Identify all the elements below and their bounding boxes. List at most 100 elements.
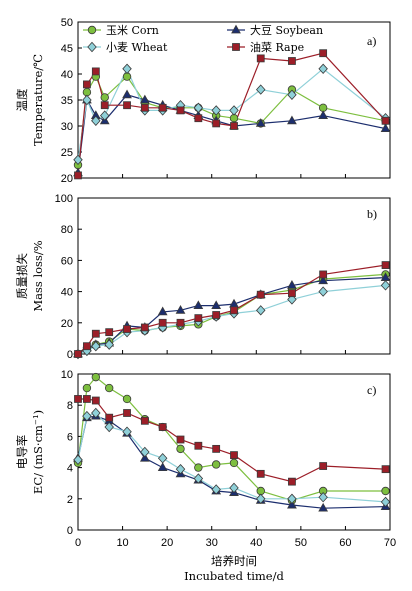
y-label-en: Temperature/℃ xyxy=(31,54,45,146)
data-point-wheat xyxy=(287,294,297,305)
data-point-rape xyxy=(123,409,131,417)
data-point-rape xyxy=(140,103,149,112)
x-label-cn: 培养时间 xyxy=(211,554,257,568)
data-point-rape xyxy=(230,306,238,315)
y-tick-label: 40 xyxy=(61,287,73,299)
data-point-rape xyxy=(381,261,390,269)
y-tick-label: 20 xyxy=(61,173,73,185)
y-tick-label: 10 xyxy=(61,369,73,381)
data-point-rape xyxy=(158,423,167,431)
legend-marker-corn xyxy=(87,25,97,35)
data-point-wheat xyxy=(157,453,168,464)
data-point-soybean xyxy=(287,115,297,125)
data-point-soybean xyxy=(255,118,266,127)
data-point-wheat xyxy=(91,341,101,352)
y-ticks: 0 2 4 6 8 10 xyxy=(61,369,391,537)
panel-tag-a: a) xyxy=(367,34,376,48)
data-point-wheat xyxy=(104,421,114,433)
data-point-soybean xyxy=(318,110,329,119)
x-tick-label: 20 xyxy=(161,537,173,549)
panel-tag-c: c) xyxy=(367,383,376,397)
data-point-wheat xyxy=(140,446,150,458)
data-point-wheat xyxy=(73,154,83,165)
data-point-rape xyxy=(288,289,296,298)
plot-frame xyxy=(77,197,391,355)
y-ticks: 0 20 40 60 80 100 xyxy=(55,193,391,361)
y-tick-label: 20 xyxy=(61,318,73,330)
data-point-rape xyxy=(91,396,100,405)
legend-label-rape: 油菜 Rape xyxy=(250,40,304,54)
data-point-soybean xyxy=(139,94,150,104)
data-point-rape xyxy=(158,318,167,327)
legend-label-soybean: 大豆 Soybean xyxy=(250,23,323,37)
x-label-en: Incubated time/d xyxy=(184,569,284,583)
y-tick-label: 100 xyxy=(55,193,73,205)
data-point-rape xyxy=(83,395,91,403)
data-point-corn xyxy=(211,460,221,469)
legend-marker-wheat xyxy=(87,41,97,53)
panel-temperature: 20 25 30 35 40 45 50 a) 温度 Temperature/℃ 玉米 Co… xyxy=(15,17,391,185)
data-point-rape xyxy=(176,106,185,115)
data-point-corn xyxy=(100,93,109,102)
panel-mass-loss: 0 20 40 60 80 100 b) 质量损失 Mass loss/% xyxy=(15,193,391,361)
y-tick-label: 60 xyxy=(61,255,73,267)
data-point-rape xyxy=(74,171,82,180)
panel-ec: 0 2 4 6 8 10 c) 电导率 EC/ (mS·cm⁻¹) xyxy=(15,369,391,537)
x-tick-label: 70 xyxy=(384,537,396,549)
data-point-rape xyxy=(123,101,131,110)
y-tick-label: 50 xyxy=(61,17,73,29)
data-point-rape xyxy=(176,318,185,327)
x-ticks: 0 10 20 30 40 50 60 70 xyxy=(75,537,396,549)
y-label-en: Mass loss/% xyxy=(31,240,45,311)
legend: 玉米 Corn 大豆 Soybean 小麦 Wheat 油菜 Rape xyxy=(83,23,323,54)
series-line-rape xyxy=(77,52,386,176)
data-point-wheat xyxy=(211,484,221,495)
data-point-corn xyxy=(82,383,92,393)
data-point-rape xyxy=(74,395,82,403)
data-point-wheat xyxy=(380,496,391,508)
data-point-wheat xyxy=(82,94,92,106)
y-tick-label: 45 xyxy=(61,43,73,55)
data-point-wheat xyxy=(229,105,239,116)
data-point-soybean xyxy=(318,502,329,512)
data-point-wheat xyxy=(318,492,328,503)
x-tick-label: 50 xyxy=(295,537,307,549)
series-line-wheat xyxy=(77,284,386,355)
data-point-wheat xyxy=(380,280,391,291)
data-point-rape xyxy=(230,122,238,130)
data-point-rape xyxy=(194,314,203,323)
panel-tag-b: b) xyxy=(367,207,377,221)
data-point-rape xyxy=(319,49,328,58)
data-point-soybean xyxy=(193,300,204,310)
y-tick-label: 35 xyxy=(61,95,73,107)
series-group xyxy=(73,49,391,180)
y-tick-label: 30 xyxy=(61,121,73,133)
data-point-rape xyxy=(91,67,100,76)
series-line-wheat xyxy=(77,67,386,160)
data-point-wheat xyxy=(193,102,204,113)
series-group xyxy=(73,261,391,360)
y-tick-label: 25 xyxy=(61,147,73,159)
y-tick-label: 0 xyxy=(67,349,73,361)
data-point-rape xyxy=(212,311,221,319)
y-tick-label: 0 xyxy=(67,525,73,537)
legend-marker-soybean xyxy=(231,24,241,34)
y-tick-label: 40 xyxy=(61,69,73,81)
x-tick-label: 60 xyxy=(339,537,351,549)
series-line-corn xyxy=(77,376,386,502)
data-point-soybean xyxy=(318,275,329,285)
data-point-rape xyxy=(256,54,265,63)
data-point-soybean xyxy=(287,280,297,289)
y-ticks: 20 25 30 35 40 45 50 xyxy=(61,17,391,185)
y-tick-label: 6 xyxy=(67,431,73,443)
data-point-rape xyxy=(74,350,82,358)
y-tick-label: 8 xyxy=(67,400,73,412)
data-point-rape xyxy=(123,325,131,333)
x-tick-label: 40 xyxy=(250,537,262,549)
data-point-rape xyxy=(100,101,109,110)
data-point-rape xyxy=(105,413,114,422)
data-point-corn xyxy=(122,394,132,404)
y-label-cn: 质量损失 xyxy=(15,253,29,299)
data-point-wheat xyxy=(318,63,328,74)
